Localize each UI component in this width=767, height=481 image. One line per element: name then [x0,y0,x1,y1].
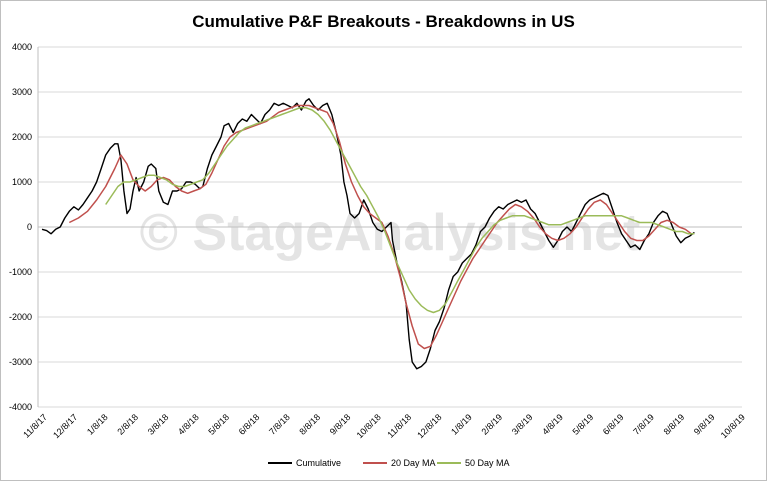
y-tick-labels: 4000 3000 2000 1000 0 -1000 -2000 -3000 -4000 [9,42,32,412]
x-tick-label: 7/8/19 [631,412,656,437]
legend-label: 50 Day MA [465,458,510,468]
axes [37,47,742,407]
x-tick-label: 3/8/19 [510,412,535,437]
legend-label: 20 Day MA [391,458,436,468]
y-tick-label: -1000 [9,267,32,277]
x-tick-label: 4/8/19 [540,412,565,437]
grid-lines [38,46,742,408]
x-tick-labels: 11/8/17 12/8/17 1/8/18 2/8/18 3/8/18 4/8/18 5/… [21,412,747,440]
series-lines [41,98,695,370]
x-tick-label: 1/8/18 [85,412,110,437]
y-tick-label: 2000 [12,132,32,142]
y-tick-label: 1000 [12,177,32,187]
x-tick-label: 2/8/18 [115,412,140,437]
chart-title: Cumulative P&F Breakouts - Breakdowns in… [192,12,575,31]
y-tick-label: -2000 [9,312,32,322]
y-tick-label: 3000 [12,87,32,97]
x-tick-label: 5/8/18 [206,412,231,437]
x-tick-label: 10/8/18 [355,412,383,440]
x-tick-label: 11/8/17 [21,412,49,440]
x-tick-label: 7/8/18 [267,412,292,437]
x-tick-label: 9/8/19 [692,412,717,437]
series-line-50-day-ma [105,107,695,314]
x-tick-label: 11/8/18 [385,412,413,440]
y-tick-label: 0 [27,222,32,232]
y-tick-label: 4000 [12,42,32,52]
x-tick-label: 12/8/18 [415,412,443,440]
x-tick-label: 8/8/18 [297,412,322,437]
x-tick-label: 2/8/19 [479,412,504,437]
y-tick-label: -3000 [9,357,32,367]
watermark-text: © StageAnalysis.net [140,204,641,262]
x-tick-label: 9/8/18 [328,412,353,437]
x-tick-label: 3/8/18 [146,412,171,437]
series-line-20-day-ma [68,104,692,350]
x-tick-label: 6/8/18 [237,412,262,437]
x-tick-label: 1/8/19 [449,412,474,437]
series-line-cumulative [41,98,695,370]
x-tick-label: 4/8/18 [176,412,201,437]
legend-label: Cumulative [296,458,341,468]
y-tick-label: -4000 [9,402,32,412]
x-tick-label: 5/8/19 [571,412,596,437]
legend: Cumulative 20 Day MA 50 Day MA [268,458,510,468]
x-tick-label: 12/8/17 [51,412,79,440]
x-tick-label: 10/8/19 [719,412,747,440]
x-tick-label: 6/8/19 [601,412,626,437]
x-tick-label: 8/8/19 [662,412,687,437]
